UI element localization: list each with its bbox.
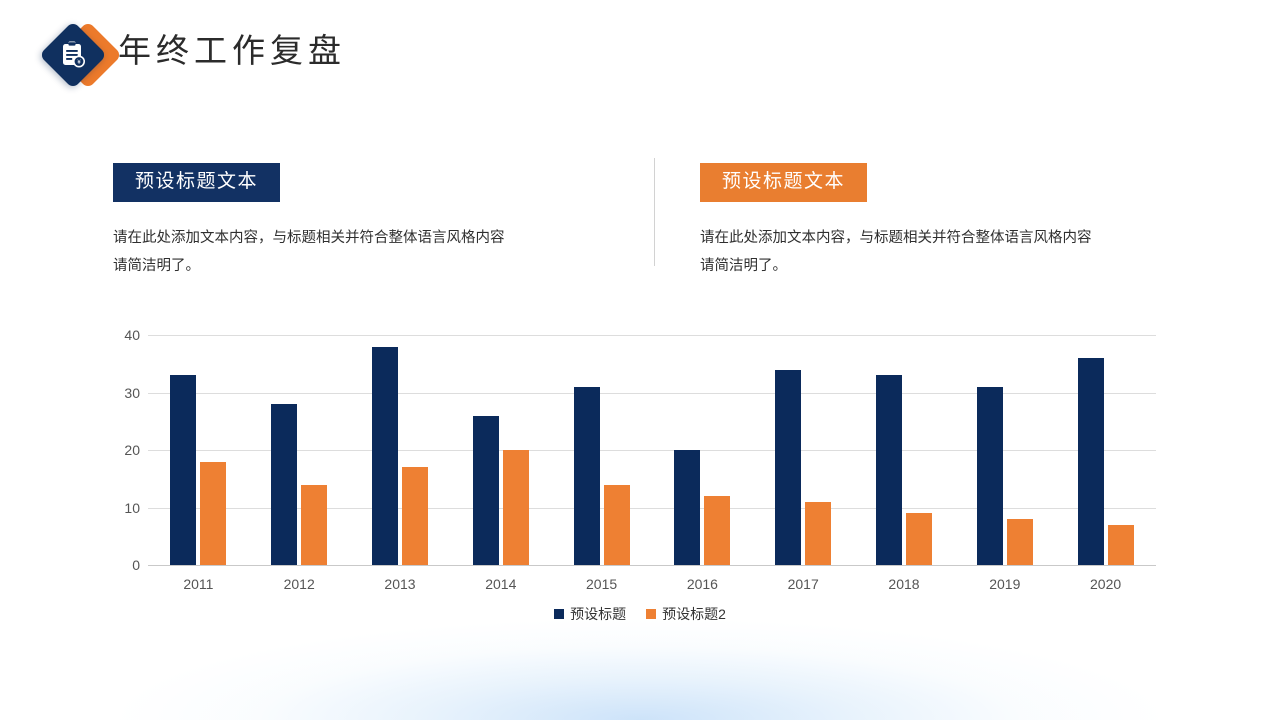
bar-预设标题2-2020: [1107, 524, 1134, 565]
y-axis-label: 40: [124, 327, 140, 343]
legend-swatch: [646, 609, 657, 619]
x-axis-label: 2018: [888, 576, 920, 592]
page-title: 年终工作复盘: [118, 34, 346, 70]
bar-预设标题-2020: [1077, 358, 1104, 565]
bottom-glow: [0, 550, 1280, 720]
bar-预设标题2-2017: [805, 501, 832, 565]
x-axis-label: 2012: [283, 576, 315, 592]
gridline-0: [148, 565, 1156, 566]
x-axis-label: 2016: [686, 576, 718, 592]
bar-预设标题2-2013: [402, 467, 428, 565]
bar-预设标题-2013: [372, 346, 398, 565]
content-column-right: 预设标题文本 请在此处添加文本内容，与标题相关并符合整体语言风格内容请简洁明了。: [700, 163, 1140, 280]
bar-预设标题-2014: [472, 415, 499, 565]
clipboard-badge-icon: ¥: [63, 41, 85, 68]
x-axis-label: 2017: [787, 576, 819, 592]
chart-bars: [148, 335, 1156, 565]
legend-item[interactable]: 预设标题2: [646, 604, 726, 624]
logo: ¥: [39, 21, 122, 89]
bar-预设标题-2012: [271, 404, 298, 565]
bar-预设标题-2016: [674, 450, 701, 565]
bar-预设标题2-2015: [603, 484, 630, 565]
bar-预设标题2-2011: [200, 461, 227, 565]
svg-text:¥: ¥: [77, 60, 81, 66]
chart-legend: 预设标题 预设标题2: [0, 604, 1280, 624]
column-left-badge: 预设标题文本: [113, 163, 281, 202]
x-axis-label: 2011: [183, 576, 214, 592]
y-axis-label: 20: [124, 442, 140, 458]
bar-预设标题-2018: [876, 375, 902, 565]
bar-预设标题2-2014: [502, 450, 529, 565]
bar-预设标题-2017: [775, 369, 802, 565]
gridline-30: [148, 392, 1156, 394]
bar-预设标题-2015: [573, 386, 600, 565]
x-axis-label: 2019: [989, 576, 1021, 592]
x-axis-label: 2015: [586, 576, 618, 592]
gridline-40: [148, 335, 1156, 336]
bar-预设标题2-2019: [1006, 519, 1033, 565]
content-column-left: 预设标题文本 请在此处添加文本内容，与标题相关并符合整体语言风格内容请简洁明了。: [113, 163, 553, 280]
y-axis-label: 30: [124, 384, 140, 401]
legend-swatch: [554, 609, 565, 619]
column-left-body: 请在此处添加文本内容，与标题相关并符合整体语言风格内容请简洁明了。: [113, 229, 505, 274]
legend-label: 预设标题: [570, 606, 627, 622]
column-right-body: 请在此处添加文本内容，与标题相关并符合整体语言风格内容请简洁明了。: [700, 229, 1092, 274]
bar-预设标题-2011: [170, 375, 197, 565]
x-axis-label: 2020: [1090, 576, 1122, 592]
legend-item[interactable]: 预设标题: [554, 604, 626, 624]
gridline-10: [148, 507, 1156, 509]
bar-预设标题2-2016: [704, 496, 731, 565]
slide-header: ¥ 年终工作复盘: [0, 0, 1280, 110]
bar-预设标题2-2018: [906, 513, 932, 565]
y-axis-label: 0: [132, 557, 140, 573]
legend-label: 预设标题2: [662, 606, 726, 622]
x-axis-label: 2013: [384, 576, 416, 592]
gridline-20: [148, 450, 1156, 451]
column-divider: [654, 158, 655, 266]
bar-预设标题-2019: [976, 386, 1003, 565]
y-axis-label: 10: [124, 499, 140, 516]
x-axis-label: 2014: [485, 576, 517, 592]
bar-预设标题2-2012: [301, 484, 328, 565]
column-right-badge: 预设标题文本: [700, 163, 868, 202]
